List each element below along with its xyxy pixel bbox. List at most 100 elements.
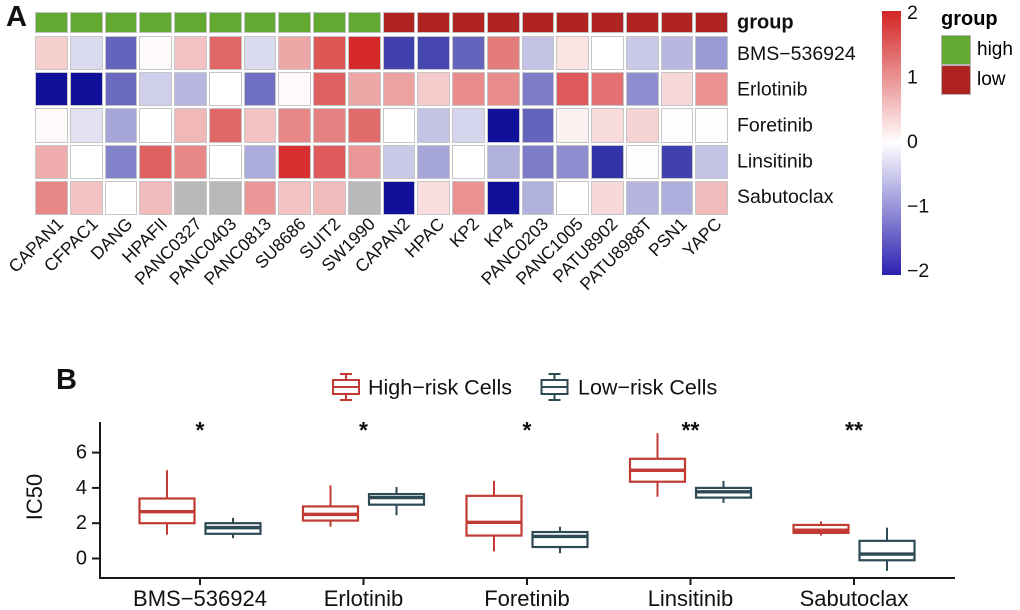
boxplot-high-risk (628, 433, 687, 497)
heatmap-cell (625, 36, 659, 71)
x-axis-label: Erlotinib (324, 586, 403, 610)
heatmap-cell (174, 36, 207, 71)
heatmap-cell (591, 144, 624, 179)
group-bar-cell-high (208, 12, 242, 33)
heatmap-cell (521, 144, 555, 179)
boxplot-box (367, 492, 426, 506)
heatmap-cell (556, 144, 589, 179)
heatmap-column-label: HPAFII (118, 214, 171, 267)
significance-star: * (523, 417, 532, 443)
heatmap-cell (243, 144, 277, 179)
heatmap-column-label: KP2 (445, 214, 483, 252)
heatmap-cell (382, 72, 416, 107)
high-group-swatch (941, 35, 971, 65)
heatmap-cell (347, 72, 381, 107)
heatmap-cell (486, 36, 520, 71)
heatmap-cell (243, 72, 277, 107)
group-bar-cell-low (591, 12, 624, 33)
boxplot-legend-label: High−risk Cells (368, 376, 512, 400)
heatmap-cell (104, 108, 138, 143)
heatmap-cell (695, 144, 728, 179)
significance-star: * (359, 417, 368, 443)
boxplot-low-risk (204, 517, 262, 539)
group-bar-cell-low (486, 12, 520, 33)
y-tick-label: 4 (76, 477, 87, 499)
heatmap-cell (695, 72, 728, 107)
heatmap-cell (35, 108, 68, 143)
colorbar-tick-label: −1 (907, 196, 929, 218)
heatmap-column-label: PATU8902 (549, 214, 622, 287)
heatmap-column-label: PANC0203 (477, 214, 552, 289)
heatmap-cell (313, 72, 346, 107)
group-legend: group high low (941, 8, 1013, 95)
heatmap-column-label: PANC0327 (131, 214, 206, 289)
heatmap-cell (625, 144, 659, 179)
heatmap-cell (452, 144, 485, 179)
heatmap-cell (660, 180, 694, 215)
heatmap-cell (382, 180, 416, 215)
heatmap-cell (278, 144, 311, 179)
heatmap-cell (521, 72, 555, 107)
x-axis-label: Linsitinib (648, 586, 734, 610)
boxplot-low-risk (694, 480, 753, 503)
heatmap-cell (243, 180, 277, 215)
annotation-row-label: group (737, 12, 794, 34)
group-legend-title: group (941, 8, 998, 30)
heatmap-cell (104, 72, 138, 107)
heatmap-cell (35, 180, 68, 215)
heatmap-cell (660, 36, 694, 71)
heatmap-cell (660, 72, 694, 107)
x-axis-label: Foretinib (484, 586, 570, 610)
heatmap-cell (591, 72, 624, 107)
heatmap-cell (417, 72, 450, 107)
heatmap-cell (486, 108, 520, 143)
heatmap-cell (660, 144, 694, 179)
heatmap-cell (139, 72, 172, 107)
heatmap-cell (591, 36, 624, 71)
heatmap-cell (417, 36, 450, 71)
heatmap-cell (486, 144, 520, 179)
heatmap-cell (452, 72, 485, 107)
heatmap-row-label: Linsitinib (737, 150, 813, 172)
colorbar-tick-label: 1 (907, 67, 918, 89)
group-bar-cell-low (556, 12, 589, 33)
panel-b-label: B (56, 364, 77, 396)
heatmap-cell (625, 72, 659, 107)
group-bar-cell-low (660, 12, 694, 33)
low-group-label: low (977, 69, 1006, 90)
legend-item-low: low (941, 65, 1013, 95)
group-bar-cell-high (174, 12, 207, 33)
heatmap-column-label: PANC0403 (165, 214, 240, 289)
heatmap-cell (695, 180, 728, 215)
x-axis-label: Sabutoclax (800, 586, 909, 610)
group-bar-cell-low (625, 12, 659, 33)
boxplot-high-risk (301, 485, 360, 527)
heatmap-cell (208, 144, 242, 179)
y-tick-label: 0 (76, 548, 87, 570)
group-bar-cell-high (278, 12, 311, 33)
ic50-boxplot-chart: High−risk Cells Low−risk Cells 0 2 4 6 IC50 BMS… (22, 373, 955, 610)
low-group-swatch (941, 65, 971, 95)
heatmap-cell (69, 108, 103, 143)
heatmap-cell (452, 180, 485, 215)
colorbar-tick-label: 2 (907, 2, 918, 24)
heatmap-cell (486, 180, 520, 215)
heatmap-cell (452, 108, 485, 143)
boxplot-box (465, 494, 523, 537)
heatmap-cell (347, 144, 381, 179)
heatmap-cell (139, 36, 172, 71)
heatmap-cell (382, 108, 416, 143)
heatmap-cell (69, 36, 103, 71)
heatmap-row-label: Erlotinib (737, 79, 808, 101)
heatmap-row-label: BMS−536924 (737, 43, 856, 65)
heatmap-cell (208, 108, 242, 143)
heatmap-column-label: CAPAN2 (351, 214, 414, 277)
heatmap-cell (417, 108, 450, 143)
boxplot-box (858, 539, 916, 562)
significance-star: ** (845, 417, 863, 443)
group-bar-cell-low (452, 12, 485, 33)
heatmap-cell (313, 108, 346, 143)
heatmap-cell (208, 72, 242, 107)
heatmap-cell (521, 108, 555, 143)
